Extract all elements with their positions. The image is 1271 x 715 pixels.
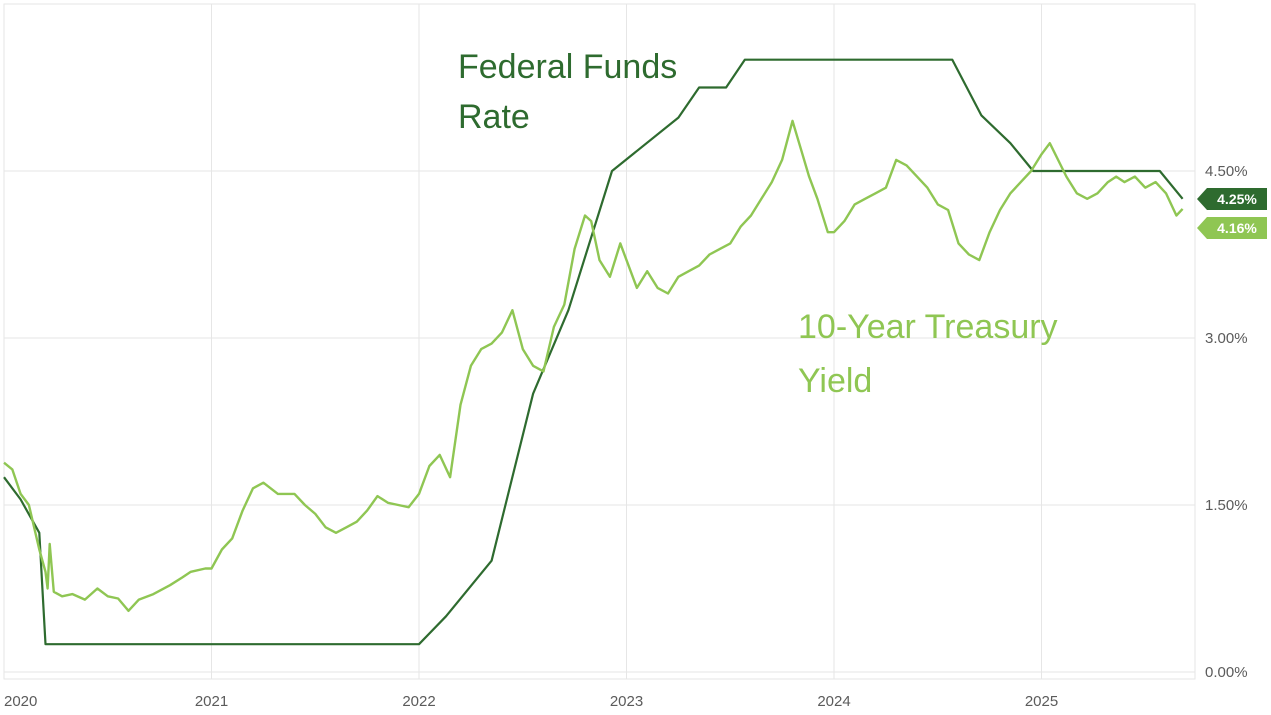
grid-layer	[3, 3, 1196, 680]
treasury-yield-label: 10-Year Treasury	[798, 308, 1058, 346]
y-tick-label: 0.00%	[1205, 664, 1248, 681]
y-tick-label: 1.50%	[1205, 497, 1248, 514]
end-value-flag	[1197, 188, 1267, 210]
treasury-yield-end-value: 4.16%	[1197, 217, 1267, 239]
x-tick-label: 2020	[4, 693, 37, 710]
fed-funds-rate-label: Rate	[458, 98, 530, 136]
x-tick-label: 2024	[817, 693, 850, 710]
y-tick-label: 4.50%	[1205, 163, 1248, 180]
end-value-flag	[1197, 217, 1267, 239]
treasury-yield-line	[3, 119, 1184, 612]
end-value-text: 4.16%	[1217, 220, 1257, 236]
end-value-text: 4.25%	[1217, 191, 1257, 207]
fed-funds-rate-line	[3, 58, 1184, 646]
x-tick-label: 2021	[195, 693, 228, 710]
x-tick-label: 2023	[610, 693, 643, 710]
x-tick-label: 2025	[1025, 693, 1058, 710]
fed-funds-rate-label: Federal Funds	[458, 48, 677, 86]
fed-funds-end-value: 4.25%	[1197, 188, 1267, 210]
treasury-yield-label: Yield	[798, 362, 872, 400]
series-label-layer: Federal Funds Rate 10-Year Treasury Yield	[458, 48, 1058, 400]
y-tick-label: 3.00%	[1205, 330, 1248, 347]
x-tick-label: 2022	[402, 693, 435, 710]
series-layer	[3, 58, 1184, 646]
plot-frame	[3, 3, 1196, 680]
end-value-layer: 4.25% 4.16%	[1197, 188, 1267, 239]
axis-layer: 0.00% 1.50% 3.00% 4.50% 2020 2021 2022 2023 2024…	[4, 163, 1248, 710]
